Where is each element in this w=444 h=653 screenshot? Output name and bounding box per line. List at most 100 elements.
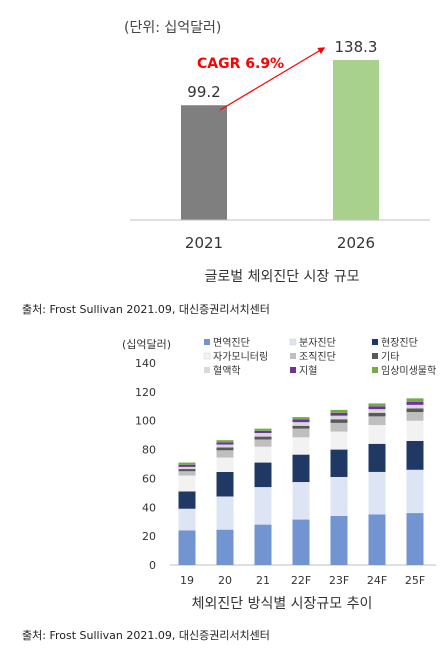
x-tick-label-20: 20 (218, 574, 232, 587)
x-tick-label-21: 21 (256, 574, 270, 587)
chart1-title: 글로벌 체외진단 시장 규모 (204, 269, 359, 285)
bar-segment-25F-1 (406, 513, 424, 565)
bar-value-label-2021: 99.2 (187, 83, 220, 101)
bar-segment-21-8 (254, 430, 272, 433)
bar-segment-24F-5 (368, 416, 386, 426)
y-tick-label: 120 (135, 386, 156, 399)
cagr-arrow (219, 47, 326, 111)
bar-segment-25F-6 (406, 408, 424, 413)
bar-segment-21-1 (254, 524, 272, 565)
bar-segment-23F-1 (330, 515, 348, 565)
bar-segment-23F-2 (330, 476, 348, 516)
legend-label-3: 현장진단 (381, 337, 418, 349)
bar-segment-20-5 (216, 450, 234, 458)
bar-segment-23F-7 (330, 415, 348, 420)
legend-swatch-8 (290, 367, 296, 373)
bar-2026 (333, 60, 379, 220)
bar-segment-24F-1 (368, 514, 386, 565)
bar-2021 (181, 105, 227, 220)
x-tick-label-19: 19 (180, 574, 194, 587)
bar-segment-25F-9 (406, 398, 424, 402)
bar-segment-21-4 (254, 446, 272, 463)
legend-label-7: 혈액학 (213, 364, 241, 377)
bar-segment-19-3 (178, 491, 196, 509)
bar-segment-19-6 (178, 469, 196, 472)
chart2-title: 체외진단 방식별 시장규모 추이 (192, 596, 373, 612)
market-size-chart: (단위: 십억달러) 99.2 2021 138.3 2026 CAGR 6.9% 글… (0, 0, 444, 300)
x-tick-label-24F: 24F (367, 574, 387, 587)
y-tick-label: 100 (135, 415, 156, 428)
legend-swatch-2 (289, 338, 297, 346)
cagr-annotation: CAGR 6.9% (197, 56, 284, 72)
legend-swatch-5 (290, 353, 296, 359)
bar-segment-19-8 (178, 464, 196, 467)
bar-segment-24F-2 (368, 471, 386, 515)
bar-segment-22F-1 (292, 519, 310, 565)
bar-segment-25F-8 (406, 401, 424, 405)
bar-segment-25F-7 (406, 404, 424, 409)
bar-segment-22F-4 (292, 437, 310, 455)
bar-segment-23F-9 (330, 409, 348, 413)
y-tick-label: 20 (142, 530, 156, 543)
legend-label-1: 면역진단 (213, 337, 250, 349)
legend-label-6: 기타 (381, 351, 399, 363)
legend-swatch-4 (203, 352, 211, 360)
bar-segment-19-2 (178, 508, 196, 531)
x-tick-label-25F: 25F (405, 574, 425, 587)
legend-label-4: 자가모니터링 (213, 351, 268, 363)
y-tick-label: 80 (142, 444, 156, 457)
bar-segment-24F-6 (368, 412, 386, 417)
bar-segment-20-9 (216, 440, 234, 443)
source-note-2: 출처: Frost Sullivan 2021.09, 대신증권리서치센터 (22, 629, 270, 642)
bar-segment-21-2 (254, 487, 272, 525)
bar-segment-19-7 (178, 466, 196, 470)
bar-segment-20-6 (216, 447, 234, 451)
legend-label-9: 임상미생물학 (381, 364, 436, 377)
x-tick-label-23F: 23F (329, 574, 349, 587)
category-label-2021: 2021 (185, 234, 223, 252)
legend-swatch-6 (372, 353, 378, 359)
bar-segment-22F-9 (292, 417, 310, 420)
bar-segment-20-1 (216, 529, 234, 565)
bar-segment-22F-2 (292, 482, 310, 520)
bar-segment-19-1 (178, 530, 196, 565)
bar-segment-24F-7 (368, 409, 386, 413)
bar-segment-24F-8 (368, 406, 386, 410)
bar-segment-20-8 (216, 442, 234, 445)
bar-segment-21-3 (254, 462, 272, 488)
legend-swatch-7 (204, 367, 210, 373)
legend-swatch-9 (372, 367, 378, 373)
bar-segment-22F-8 (292, 419, 310, 423)
bar-segment-23F-4 (330, 431, 348, 450)
legend-label-5: 조직진단 (299, 351, 336, 363)
bar-segment-24F-9 (368, 403, 386, 407)
bar-segment-25F-4 (406, 420, 424, 441)
bar-segment-21-6 (254, 436, 272, 440)
y-tick-label: 140 (135, 357, 156, 370)
bar-segment-23F-5 (330, 422, 348, 432)
bar-segment-23F-8 (330, 412, 348, 416)
x-tick-label-22F: 22F (291, 574, 311, 587)
bar-segment-21-9 (254, 428, 272, 431)
bar-segment-23F-6 (330, 419, 348, 423)
source-note-1: 출처: Frost Sullivan 2021.09, 대신증권리서치센터 (22, 303, 270, 316)
y-tick-label: 60 (142, 472, 156, 485)
bar-segment-19-5 (178, 471, 196, 476)
category-label-2026: 2026 (337, 234, 375, 252)
y-tick-label: 40 (142, 501, 156, 514)
bar-segment-25F-5 (406, 412, 424, 421)
bar-segment-19-9 (178, 462, 196, 465)
bar-segment-22F-5 (292, 428, 310, 438)
chart2-unit-label: (십억달러) (122, 338, 171, 351)
bar-segment-23F-3 (330, 449, 348, 477)
bar-segment-20-2 (216, 496, 234, 530)
bar-segment-21-7 (254, 432, 272, 437)
bar-segment-19-4 (178, 475, 196, 492)
chart1-unit-label: (단위: 십억달러) (124, 20, 221, 36)
legend-label-2: 분자진단 (299, 337, 336, 349)
bar-segment-22F-3 (292, 454, 310, 483)
bar-segment-20-7 (216, 444, 234, 448)
bar-segment-22F-6 (292, 425, 310, 429)
bar-segment-22F-7 (292, 422, 310, 426)
